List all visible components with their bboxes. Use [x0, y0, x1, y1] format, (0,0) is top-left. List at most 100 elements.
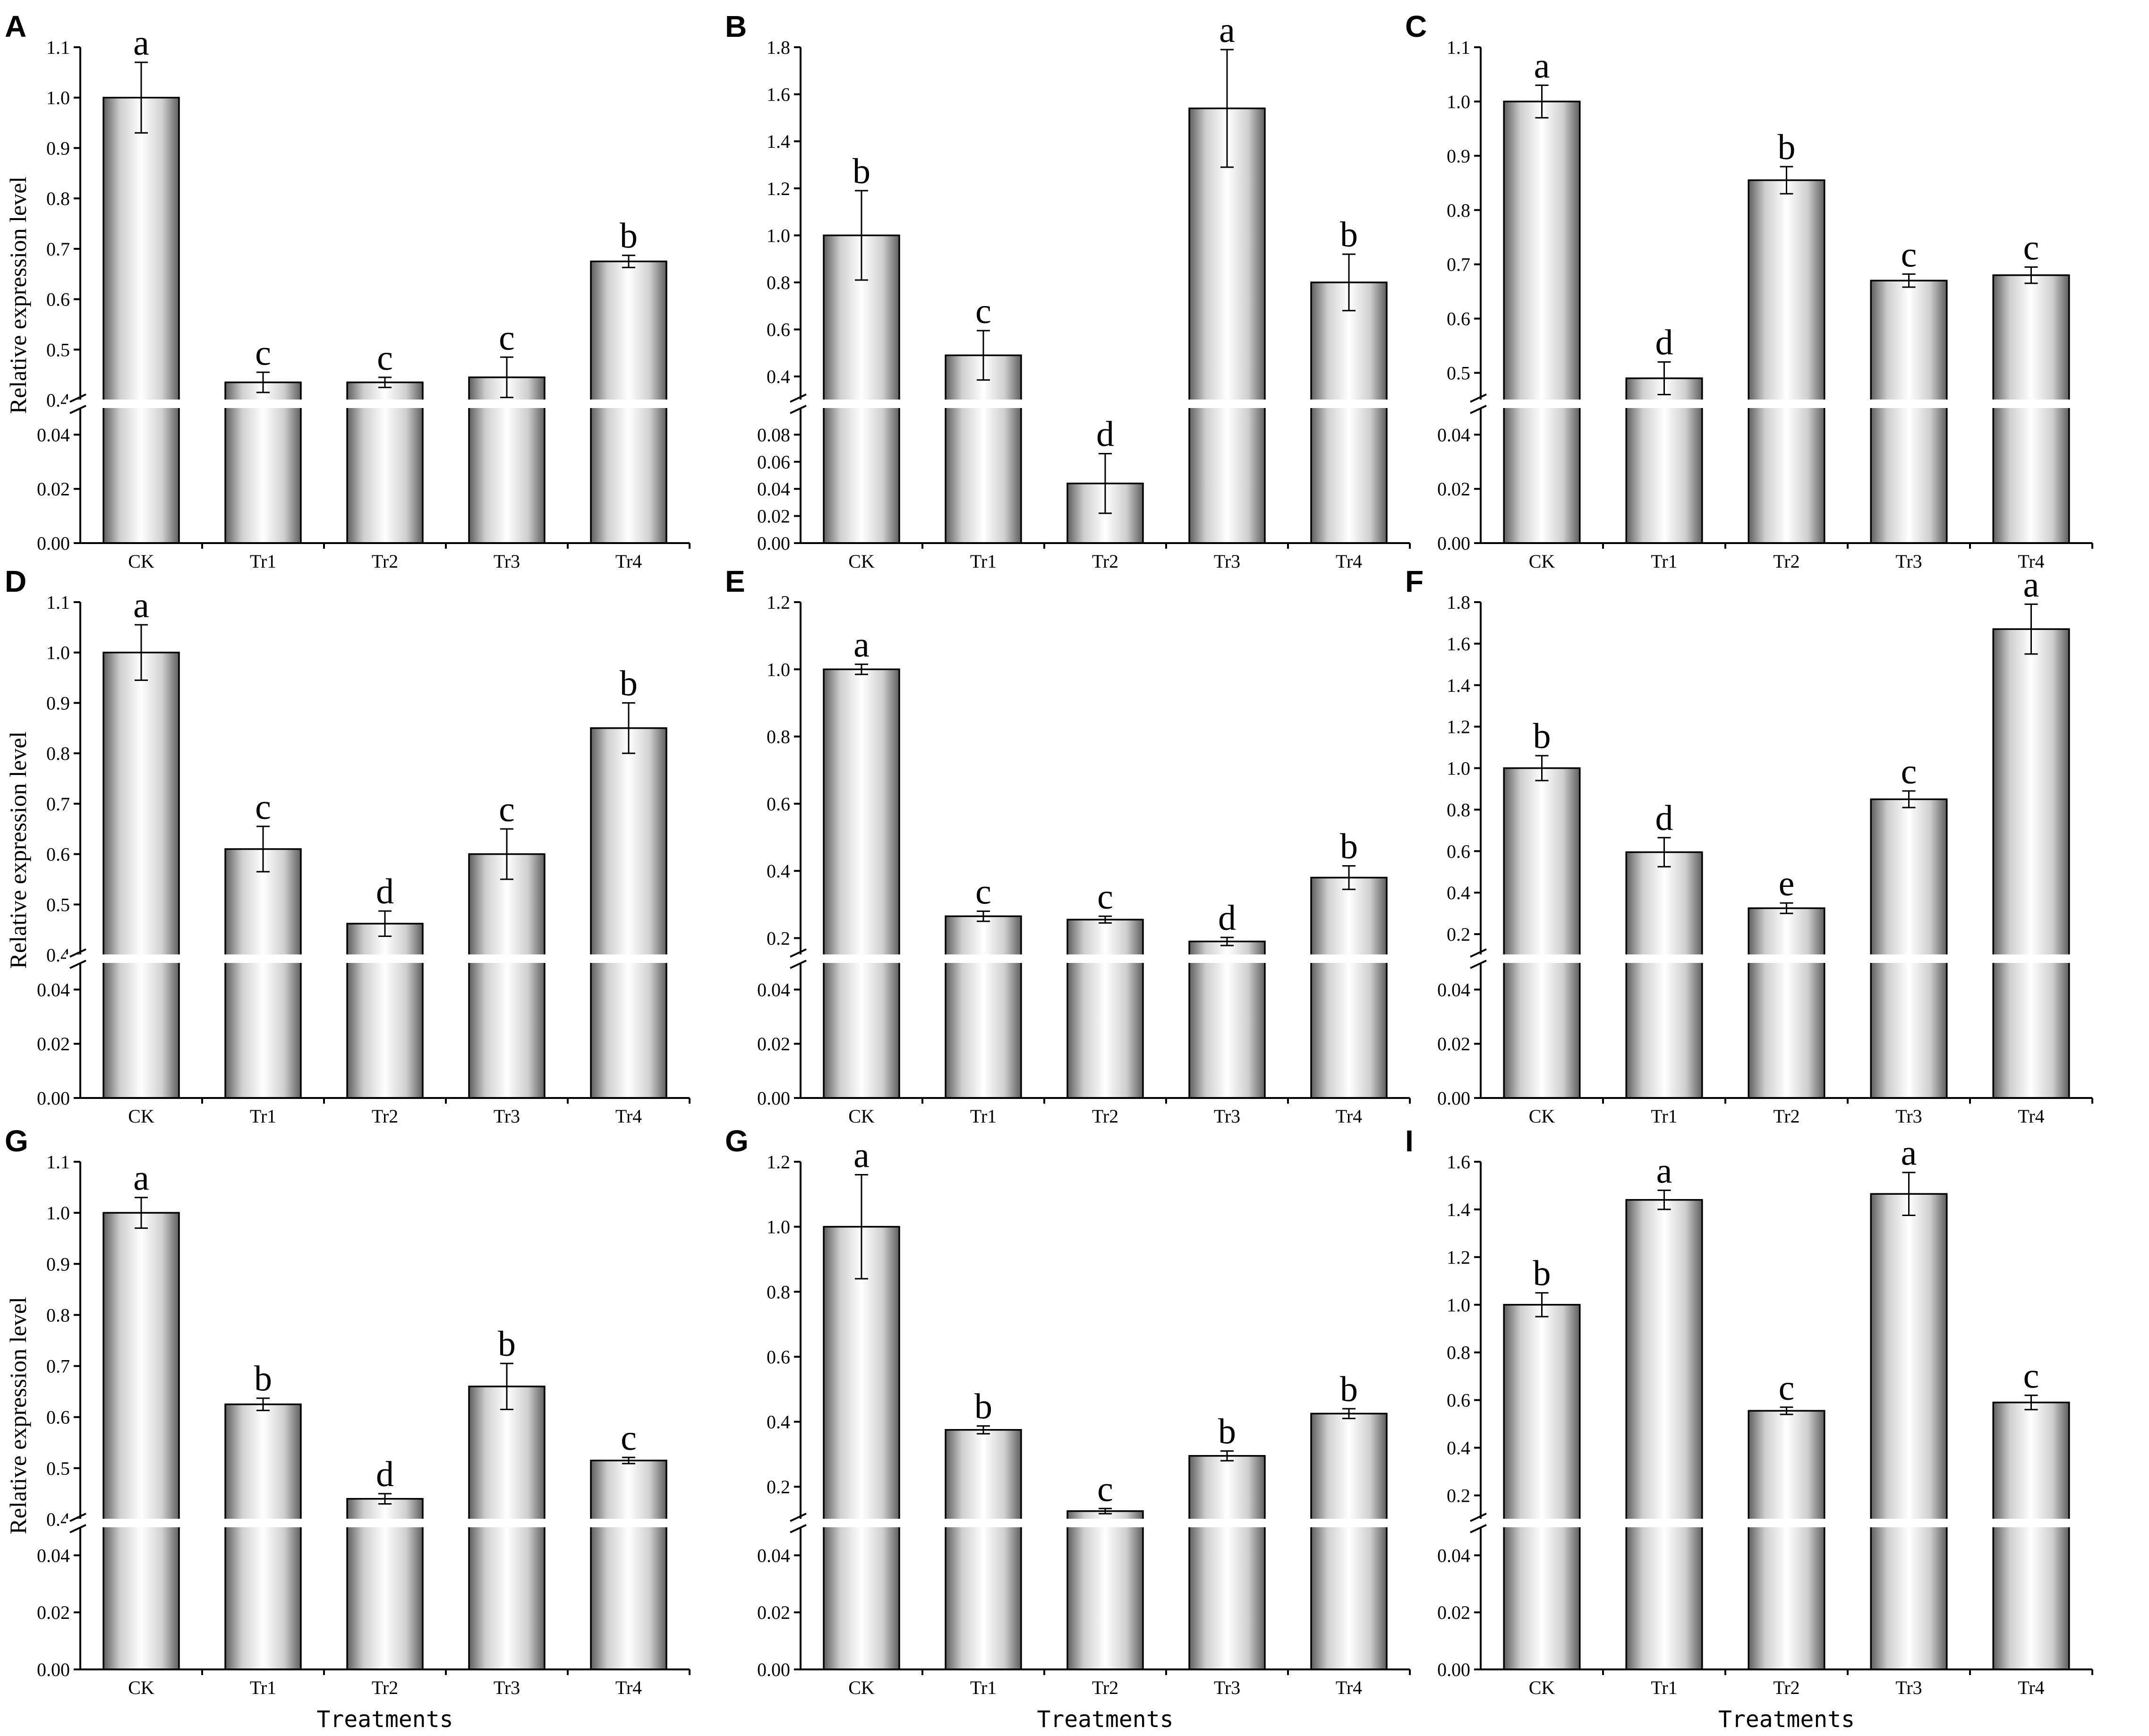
y-tick-label: 0.6: [46, 289, 70, 310]
y-tick-label: 0.00: [37, 1088, 70, 1109]
error-bar: [977, 1425, 990, 1435]
category-label: CK: [128, 551, 154, 572]
y-tick-label: 0.5: [46, 1458, 70, 1479]
y-tick-label: 0.6: [1447, 1390, 1470, 1411]
error-bar: [256, 371, 270, 393]
panel-c-2: Ca CK d Tr1 b Tr2 c Tr3 c Tr4 0.5 0.6 0.7 0.8 0.9 1.0 1.…: [1405, 9, 2106, 572]
significance-letter: a: [133, 1158, 149, 1198]
category-label: Tr4: [2018, 1106, 2044, 1127]
panel-label: G: [5, 1124, 28, 1158]
y-tick-label: 1.2: [1447, 716, 1470, 738]
error-bar: [2024, 1395, 2038, 1411]
bar-tr4: [590, 1459, 667, 1670]
significance-letter: b: [254, 1359, 272, 1399]
category-label: Tr4: [615, 1106, 642, 1127]
significance-letter: c: [499, 790, 515, 829]
y-tick-label: 1.2: [767, 592, 790, 613]
significance-letter: c: [621, 1418, 637, 1458]
error-bar: [1657, 837, 1671, 868]
bar-ck: [1503, 101, 1581, 544]
category-label: CK: [128, 1677, 154, 1698]
significance-letter: e: [1779, 864, 1795, 903]
y-tick-label: 1.0: [46, 87, 70, 109]
y-tick-label: 0.02: [757, 1033, 790, 1055]
bar-ck: [823, 234, 900, 544]
panel-e-4: Ea CK c Tr1 c Tr2 d Tr3 b Tr4 0.2 0.4 0.6 0.8 1.0 1.2 0.…: [725, 564, 1424, 1127]
y-axis-title: Relative expression level: [5, 732, 31, 969]
y-tick-label: 1.6: [1447, 633, 1470, 655]
y-tick-label: 0.8: [1447, 799, 1470, 820]
category-label: Tr4: [615, 551, 642, 572]
category-label: Tr2: [1773, 551, 1799, 572]
category-label: CK: [1529, 551, 1555, 572]
bar-tr3: [1870, 798, 1948, 1099]
significance-letter: a: [1534, 46, 1550, 85]
y-tick-label: 0.4: [46, 390, 70, 411]
panel-d-3: Da CK c Tr1 d Tr2 c Tr3 b Tr4 0.4 0.5 0.6 0.7 0.8 0.9 1.…: [5, 564, 704, 1127]
error-bar: [1780, 902, 1793, 914]
error-bar: [1342, 865, 1356, 890]
bar-ck: [102, 96, 180, 544]
significance-letter: b: [1340, 215, 1358, 255]
y-tick-label: 1.0: [1447, 91, 1470, 112]
y-tick-label: 0.6: [767, 1346, 790, 1368]
significance-letter: a: [1656, 1151, 1672, 1191]
error-bar: [378, 1493, 392, 1505]
significance-letter: a: [853, 1136, 870, 1175]
significance-letter: b: [974, 1387, 992, 1426]
category-label: CK: [1529, 1106, 1555, 1127]
y-tick-label: 1.0: [46, 642, 70, 664]
axis-break-mark: [790, 948, 807, 969]
significance-letter: a: [1901, 1133, 1917, 1173]
y-tick-label: 0.9: [46, 137, 70, 159]
y-tick-label: 0.02: [1437, 1033, 1470, 1055]
category-label: Tr1: [1651, 1677, 1677, 1698]
significance-letter: b: [1778, 128, 1796, 167]
bar-ck: [823, 668, 900, 1099]
panel-label: A: [5, 9, 26, 43]
panel-f-5: Fb CK d Tr1 e Tr2 c Tr3 a Tr4 0.2 0.4 0.6 0.8 1.0 1.2 1.…: [1405, 564, 2106, 1127]
significance-letter: d: [1218, 898, 1236, 938]
y-tick-label: 0.9: [46, 1253, 70, 1275]
y-tick-label: 1.6: [767, 84, 790, 105]
error-bar: [1220, 1450, 1234, 1462]
significance-letter: c: [975, 872, 991, 912]
bar-tr3: [468, 853, 546, 1099]
significance-letter: c: [255, 333, 271, 373]
bar-tr4: [590, 727, 667, 1099]
y-tick-label: 0.5: [1447, 363, 1470, 384]
significance-letter: b: [1533, 1254, 1551, 1293]
y-tick-label: 0.8: [1447, 1342, 1470, 1363]
axis-break-gap: [786, 1519, 1424, 1527]
y-tick-label: 0.4: [767, 366, 790, 387]
y-tick-label: 0.8: [1447, 200, 1470, 221]
y-tick-label: 0.04: [757, 478, 790, 500]
significance-letter: d: [376, 872, 394, 911]
y-tick-label: 0.4: [767, 860, 790, 882]
significance-letter: c: [1779, 1368, 1795, 1408]
category-label: CK: [848, 1677, 875, 1698]
error-bar: [500, 356, 513, 399]
category-label: Tr2: [1092, 1106, 1118, 1127]
y-tick-label: 0.6: [767, 793, 790, 815]
significance-letter: c: [2023, 228, 2039, 267]
category-label: Tr2: [1773, 1106, 1799, 1127]
significance-letter: d: [1096, 415, 1114, 454]
axis-break-mark: [1470, 948, 1487, 969]
axis-break-gap: [1467, 954, 2106, 963]
category-label: Tr1: [250, 1106, 276, 1127]
significance-letter: d: [1655, 799, 1673, 838]
category-label: Tr1: [1651, 551, 1677, 572]
bar-ck: [1503, 1304, 1581, 1670]
y-axis-title: Relative expression level: [5, 1297, 31, 1534]
bar-tr4: [1992, 274, 2070, 544]
y-tick-label: 0.02: [1437, 478, 1470, 500]
category-label: Tr3: [1214, 1106, 1240, 1127]
error-bar: [256, 825, 270, 873]
error-bar: [1535, 755, 1549, 782]
y-tick-label: 0.04: [757, 1545, 790, 1566]
error-bar: [256, 1397, 270, 1412]
bar-tr3: [1188, 107, 1266, 544]
